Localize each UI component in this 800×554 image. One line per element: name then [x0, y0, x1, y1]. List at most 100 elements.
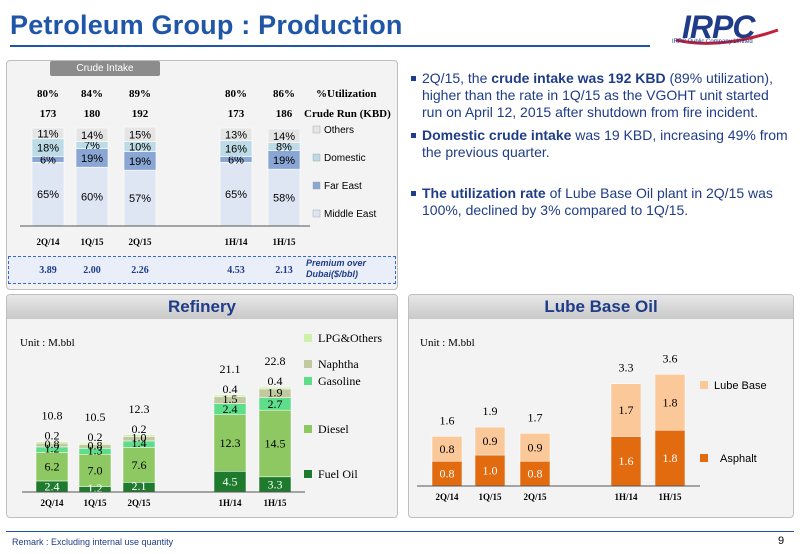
- bullet-bold: Domestic crude intake: [422, 127, 572, 143]
- bar-segment: [267, 128, 301, 143]
- title-divider: [10, 45, 650, 47]
- utilization-value: 84%: [81, 88, 103, 100]
- page-number: 9: [778, 535, 785, 547]
- total-label: 22.8: [265, 354, 286, 368]
- bar-segment: [31, 127, 65, 140]
- data-label: 65%: [37, 189, 59, 201]
- data-label: 6.2: [45, 460, 60, 474]
- logo-caption: IRPC Public Company Limited: [672, 39, 753, 45]
- crude-run-value: 180: [84, 108, 101, 120]
- data-label: 0.9: [528, 440, 543, 454]
- legend-swatch: [312, 125, 321, 134]
- legend-label: Fuel Oil: [318, 467, 358, 481]
- legend-swatch: [304, 334, 312, 342]
- data-label: 15%: [129, 129, 151, 141]
- tick-label: 2Q/15: [128, 237, 152, 247]
- unit-label: Unit : M.bbl: [20, 337, 75, 349]
- legend-label: Others: [324, 125, 354, 136]
- data-label: 1.4: [132, 436, 147, 450]
- legend-label: Lube Base: [714, 380, 767, 392]
- bar-segment: [78, 454, 112, 487]
- bar-segment: [213, 394, 247, 398]
- data-label: 0.8: [88, 438, 103, 452]
- remark: Remark : Excluding internal use quantity: [12, 537, 174, 547]
- bar-segment: [213, 414, 247, 472]
- tick-label: 1Q/15: [478, 492, 502, 502]
- bullet-text: 2Q/15, the: [422, 70, 492, 86]
- unit-label: Unit : M.bbl: [420, 337, 475, 349]
- data-label: 0.8: [528, 467, 543, 481]
- data-label: 1.2: [45, 442, 60, 456]
- tick-label: 1H/15: [658, 492, 682, 502]
- data-label: 58%: [273, 193, 295, 205]
- legend-label: Domestic: [324, 153, 366, 164]
- legend-swatch: [700, 381, 708, 389]
- data-label: 10%: [129, 142, 151, 154]
- total-label: 10.5: [85, 410, 106, 424]
- bar-segment: [519, 433, 551, 462]
- crude-intake-tab: Crude Intake: [50, 61, 160, 76]
- bar-segment: [122, 447, 156, 483]
- bar-segment: [122, 434, 156, 437]
- data-label: 13%: [225, 129, 247, 141]
- bar-segment: [654, 374, 686, 431]
- data-label: 2.4: [45, 479, 60, 493]
- refinery-chart: 2.46.21.20.80.210.82Q/141.27.01.30.80.21…: [20, 331, 382, 508]
- legend-label: Gasoline: [318, 374, 361, 388]
- data-label: 19%: [81, 153, 103, 165]
- bar-segment: [35, 452, 69, 482]
- bar-segment: [75, 166, 109, 227]
- page-title: Petroleum Group : Production: [10, 10, 403, 40]
- crude-intake-chart: 65%6%18%11%80%1732Q/143.8960%19%7%14%84%…: [20, 88, 391, 279]
- premium-value: 2.00: [83, 265, 101, 276]
- crude-run-value: 173: [228, 108, 245, 120]
- bar-segment: [219, 127, 253, 142]
- tick-label: 2Q/14: [435, 492, 459, 502]
- legend-swatch: [312, 209, 321, 218]
- legend-label: Diesel: [318, 422, 349, 436]
- data-label: 16%: [225, 144, 247, 156]
- data-label: 14.5: [265, 436, 286, 450]
- total-label: 1.7: [528, 410, 543, 424]
- bar-segment: [474, 426, 506, 456]
- data-label: 2.1: [132, 479, 147, 493]
- legend-label: Far East: [324, 181, 362, 192]
- data-label: 6%: [228, 154, 244, 166]
- lube-header: Lube Base Oil: [409, 295, 793, 319]
- total-label: 21.1: [220, 362, 241, 376]
- bar-segment: [431, 436, 463, 462]
- bar-segment: [78, 442, 112, 445]
- bar-segment: [123, 126, 157, 143]
- bullet-crude-intake: 2Q/15, the crude intake was 192 KBD (89%…: [410, 70, 790, 121]
- crude-intake-panel: [6, 60, 398, 290]
- premium-box: [8, 256, 396, 284]
- data-label: 4.5: [223, 475, 238, 489]
- tick-label: 1H/15: [272, 237, 296, 247]
- data-label: 3.3: [268, 477, 283, 491]
- legend-label: Asphalt: [720, 453, 757, 465]
- data-label: 1.7: [619, 403, 634, 417]
- bar-segment: [610, 383, 642, 437]
- refinery-header: Refinery: [7, 295, 397, 319]
- premium-value: 2.13: [275, 265, 293, 276]
- total-label: 1.9: [483, 404, 498, 418]
- data-label: 0.2: [45, 429, 60, 443]
- bullet-bold: The utilization rate: [422, 185, 546, 201]
- data-label: 7%: [84, 140, 100, 152]
- bullet-domestic: Domestic crude intake was 19 KBD, increa…: [410, 127, 790, 161]
- utilization-value: 80%: [225, 88, 247, 100]
- data-label: 1.8: [663, 451, 678, 465]
- tick-label: 2Q/15: [127, 498, 151, 508]
- utilization-value: 86%: [273, 88, 295, 100]
- utilization-label: %Utilization: [316, 88, 377, 100]
- crude-run-value: 186: [276, 108, 293, 120]
- data-label: 0.2: [88, 430, 103, 444]
- legend-swatch: [304, 377, 312, 385]
- data-label: 18%: [37, 143, 59, 155]
- data-label: 65%: [225, 189, 247, 201]
- data-label: 19%: [129, 156, 151, 168]
- crude-run-value: 192: [132, 108, 149, 120]
- tick-label: 1H/15: [263, 498, 287, 508]
- data-label: 12.3: [220, 436, 241, 450]
- data-label: 0.8: [45, 437, 60, 451]
